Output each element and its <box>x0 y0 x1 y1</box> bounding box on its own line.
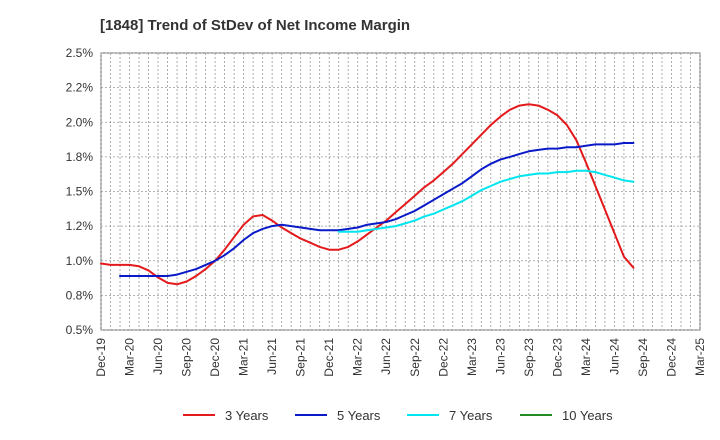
x-tick-label: Jun-20 <box>151 338 165 375</box>
y-tick-label: 1.8% <box>66 150 94 164</box>
x-tick-label: Sep-23 <box>522 338 536 377</box>
x-tick-label: Sep-21 <box>294 338 308 377</box>
x-tick-label: Jun-23 <box>493 338 507 375</box>
x-tick-label: Jun-22 <box>379 338 393 375</box>
x-tick-label: Dec-24 <box>664 338 678 377</box>
y-tick-label: 2.0% <box>66 115 94 129</box>
y-tick-label: 1.5% <box>66 185 94 199</box>
legend-label: 5 Years <box>337 408 381 423</box>
y-tick-label: 1.0% <box>66 254 94 268</box>
x-tick-label: Dec-23 <box>550 338 564 377</box>
plot-area <box>100 52 701 331</box>
x-tick-label: Mar-23 <box>465 338 479 376</box>
series-line-7-years <box>337 169 635 233</box>
legend: 3 Years 5 Years 7 Years 10 Years <box>183 408 613 423</box>
x-tick-label: Jun-21 <box>265 338 279 375</box>
x-tick-label: Mar-21 <box>237 338 251 376</box>
x-tick-label: Dec-22 <box>436 338 450 377</box>
x-tick-label: Jun-24 <box>607 338 621 375</box>
x-tick-label: Sep-22 <box>408 338 422 377</box>
y-tick-label: 2.2% <box>66 81 94 95</box>
x-tick-label: Sep-20 <box>180 338 194 377</box>
x-tick-label: Mar-22 <box>351 338 365 376</box>
x-axis: Dec-19 Mar-20 Jun-20 Sep-20 Dec-20 Mar-21 Jun-… <box>94 338 707 377</box>
plot-background <box>101 53 700 330</box>
chart-title: [1848] Trend of StDev of Net Income Marg… <box>100 17 410 34</box>
x-tick-label: Dec-21 <box>322 338 336 377</box>
y-tick-label: 1.2% <box>66 219 94 233</box>
y-axis: 0.5% 0.8% 1.0% 1.2% 1.5% 1.8% 2.0% 2.2% 2.5% <box>66 46 94 337</box>
x-tick-label: Dec-20 <box>208 338 222 377</box>
y-tick-label: 0.8% <box>66 288 94 302</box>
y-tick-label: 2.5% <box>66 46 94 60</box>
series-line-5-years <box>119 142 635 277</box>
series-line-3-years <box>100 103 635 286</box>
x-tick-label: Mar-20 <box>123 338 137 376</box>
legend-label: 3 Years <box>225 408 269 423</box>
x-tick-label: Sep-24 <box>636 338 650 377</box>
y-tick-label: 0.5% <box>66 323 94 337</box>
legend-label: 10 Years <box>562 408 613 423</box>
x-tick-label: Mar-24 <box>579 338 593 376</box>
x-tick-label: Mar-25 <box>693 338 707 376</box>
series-lines <box>100 103 635 286</box>
x-tick-label: Dec-19 <box>94 338 108 377</box>
legend-label: 7 Years <box>449 408 493 423</box>
